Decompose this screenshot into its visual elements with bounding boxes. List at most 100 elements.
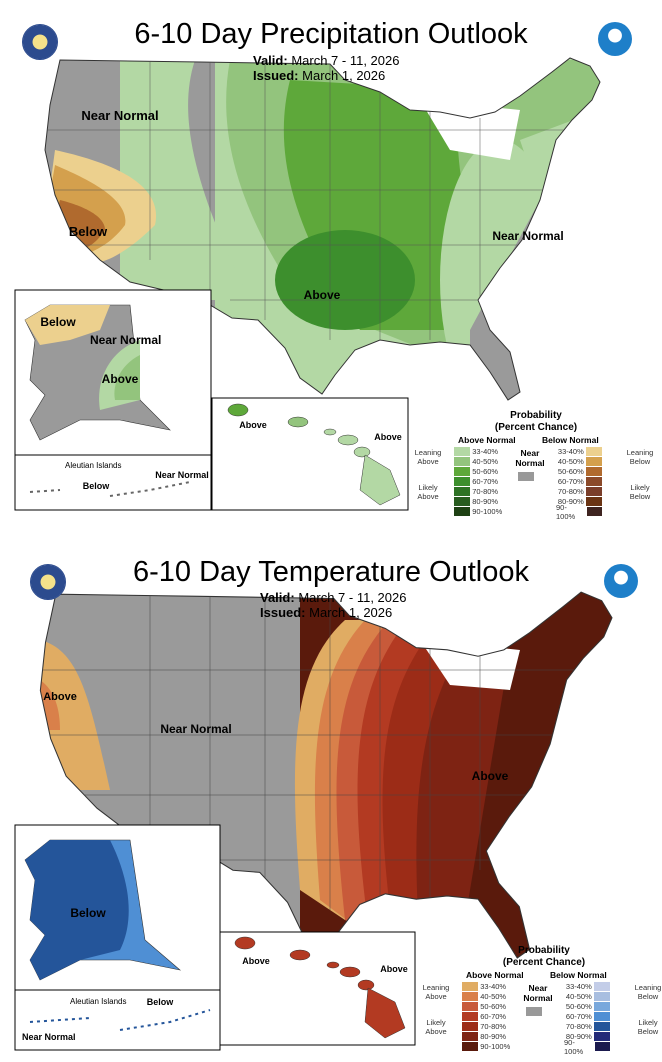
legend-below-5: 80-90% [556, 497, 602, 506]
legend-above-2: 50-60% [454, 467, 498, 476]
legend-swatch [586, 447, 602, 456]
legend-above-3: 60-70% [462, 1012, 506, 1021]
near-normal-swatch [518, 472, 534, 481]
legend-above-2: 50-60% [462, 1002, 506, 1011]
legend-range: 50-60% [557, 467, 584, 476]
legend-swatch [462, 1032, 478, 1041]
valid-dates: Valid: March 7 - 11, 2026 [253, 53, 399, 68]
legend-above-5: 80-90% [462, 1032, 506, 1041]
legend-swatch [594, 992, 610, 1001]
legend-swatch [462, 1012, 478, 1021]
issued-value: March 1, 2026 [309, 605, 393, 620]
valid-value: March 7 - 11, 2026 [291, 53, 400, 68]
issued-label: Issued: [260, 605, 306, 620]
label-aleutian-below: Below [83, 481, 111, 491]
likely-below-label: Likely Below [629, 483, 651, 501]
legend-range: 70-80% [480, 1022, 507, 1031]
legend-range: 90-100% [472, 507, 503, 516]
state-borders [45, 60, 600, 345]
valid-value: March 7 - 11, 2026 [298, 590, 407, 605]
legend-range: 33-40% [557, 447, 584, 456]
legend-above-4: 70-80% [462, 1022, 506, 1031]
legend-swatch [586, 457, 602, 466]
precipitation-map: Near Normal Below Above Near Normal Belo… [14, 57, 601, 511]
legend-swatch [594, 1022, 610, 1031]
legend-above-0: 33-40% [462, 982, 506, 991]
legend-range: 40-50% [565, 992, 592, 1001]
legend-below-2: 50-60% [556, 467, 602, 476]
label-below-california: Below [69, 224, 108, 239]
legend-below-0: 33-40% [556, 447, 602, 456]
legend-range: 90-100% [480, 1042, 511, 1051]
label-aleutian-near: Near Normal [22, 1032, 76, 1042]
legend-range: 70-80% [557, 487, 584, 496]
legend-swatch [594, 1012, 610, 1021]
precip-legend: Probability (Percent Chance) Above Norma… [410, 400, 662, 521]
above-normal-heading: Above Normal [466, 970, 524, 980]
legend-swatch [462, 1002, 478, 1011]
legend-swatch [594, 1042, 610, 1051]
legend-subtitle: (Percent Chance) [494, 422, 578, 433]
valid-label: Valid: [260, 590, 295, 605]
page-title: 6-10 Day Temperature Outlook [132, 556, 529, 588]
legend-swatch [454, 487, 470, 496]
legend-title: Probability [518, 945, 570, 956]
legend-above-1: 40-50% [462, 992, 506, 1001]
label-aleutian: Aleutian Islands [65, 461, 121, 470]
label-near-normal-east: Near Normal [492, 229, 563, 243]
legend-swatch [454, 477, 470, 486]
temp-legend: Probability (Percent Chance) Above Norma… [418, 935, 662, 1056]
near-normal-swatch [526, 1007, 542, 1016]
label-ak-near-normal: Near Normal [90, 333, 161, 347]
legend-range: 80-90% [480, 1032, 507, 1041]
label-ak-below: Below [40, 315, 76, 329]
below-normal-heading: Below Normal [550, 970, 607, 980]
legend-above-5: 80-90% [454, 497, 498, 506]
legend-swatch [462, 982, 478, 991]
legend-range: 40-50% [472, 457, 499, 466]
issued-date: Issued: March 1, 2026 [253, 68, 385, 83]
legend-range: 33-40% [480, 982, 507, 991]
legend-below-0: 33-40% [564, 982, 610, 991]
legend-swatch [454, 457, 470, 466]
legend-range: 50-60% [472, 467, 499, 476]
legend-below-4: 70-80% [556, 487, 602, 496]
state-borders [40, 592, 612, 910]
legend-below-6: 90-100% [556, 503, 602, 521]
doc-seal-logo [30, 564, 66, 600]
label-hi-above-east: Above [380, 964, 408, 974]
legend-swatch [586, 477, 602, 486]
leaning-below-label: Leaning Below [626, 448, 654, 466]
noaa-logo [604, 564, 638, 598]
legend-above-6: 90-100% [454, 507, 502, 516]
legend-range: 60-70% [557, 477, 584, 486]
above-normal-heading: Above Normal [458, 435, 516, 445]
label-aleutian-near: Near Normal [155, 470, 209, 480]
noaa-logo [598, 22, 632, 56]
legend-range: 40-50% [557, 457, 584, 466]
legend-range: 33-40% [472, 447, 499, 456]
doc-seal-logo [22, 24, 58, 60]
legend-range: 80-90% [565, 1032, 592, 1041]
label-near-normal-west: Near Normal [160, 722, 231, 736]
legend-below-1: 40-50% [564, 992, 610, 1001]
legend-below-3: 60-70% [564, 1012, 610, 1021]
legend-swatch [594, 982, 610, 991]
legend-swatch [462, 1022, 478, 1031]
label-hi-above-east: Above [374, 432, 402, 442]
label-ak-above: Above [102, 372, 139, 386]
issued-date: Issued: March 1, 2026 [260, 605, 392, 620]
label-ak-below: Below [70, 906, 106, 920]
leaning-below-label: Leaning Below [634, 983, 662, 1001]
legend-swatch [594, 1002, 610, 1011]
legend-range: 40-50% [480, 992, 507, 1001]
legend-range: 90-100% [564, 1037, 584, 1056]
label-hi-above-west: Above [239, 420, 267, 430]
legend-range: 60-70% [472, 477, 499, 486]
near-normal-label: Near Normal [515, 448, 545, 468]
leaning-above-label: Leaning Above [414, 448, 442, 466]
label-above-central: Above [304, 288, 341, 302]
legend-range: 60-70% [565, 1012, 592, 1021]
legend-swatch [594, 1032, 610, 1041]
